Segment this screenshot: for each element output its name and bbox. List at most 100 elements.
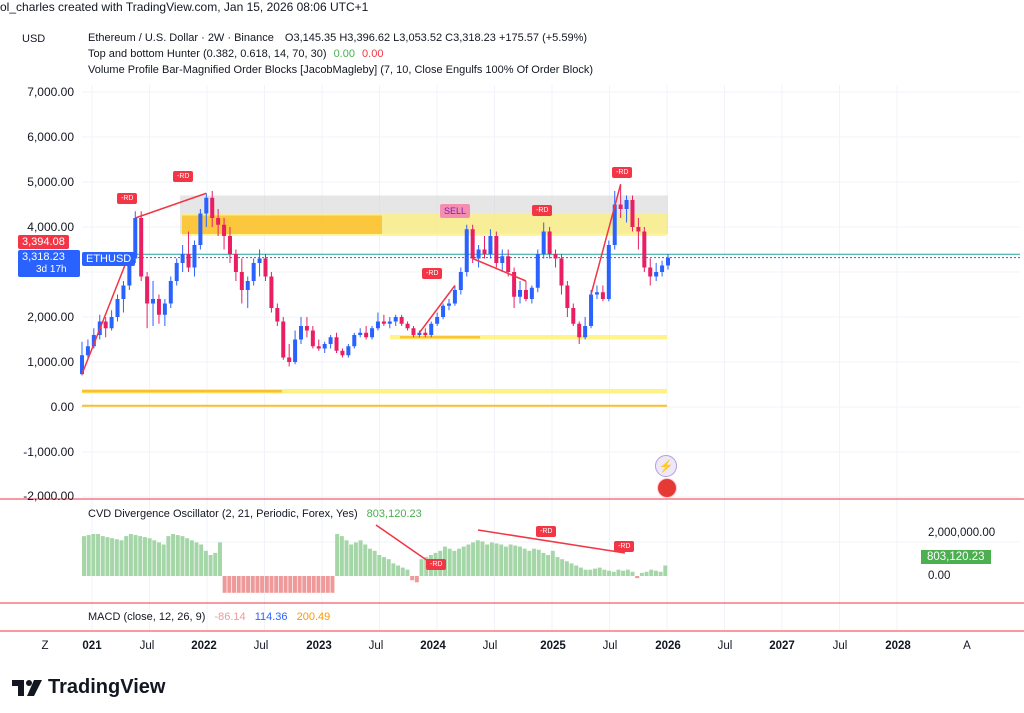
oscillator-bar: [644, 571, 649, 576]
oscillator-bar: [330, 576, 335, 593]
us-flag-icon[interactable]: [657, 478, 677, 498]
candle-body: [666, 257, 670, 266]
oscillator-bar: [260, 576, 265, 593]
rd-signal-label: -RD: [536, 526, 557, 537]
candle-body: [529, 287, 534, 299]
oscillator-bar: [311, 576, 316, 593]
oscillator-bar: [213, 552, 218, 576]
oscillator-bar: [142, 537, 147, 576]
oscillator-bar: [128, 534, 133, 576]
y-tick-label: 4,000.00: [27, 220, 74, 234]
chart-caption: ol_charles created with TradingView.com,…: [0, 0, 369, 14]
candle-body: [162, 303, 167, 315]
candle-body: [239, 272, 244, 290]
oscillator-bar: [124, 536, 129, 576]
oscillator-bar: [302, 576, 307, 593]
candle-body: [618, 204, 623, 209]
oscillator-bar: [513, 545, 518, 576]
candle-body: [245, 281, 250, 290]
candle-body: [435, 317, 440, 324]
candle-body: [156, 299, 161, 315]
candle-body: [441, 305, 446, 317]
candle-body: [358, 332, 363, 335]
candle-body: [535, 254, 540, 288]
oscillator-bar: [278, 576, 283, 593]
oscillator-bar: [264, 576, 269, 593]
oscillator-bar: [550, 550, 555, 576]
oscillator-bar: [367, 548, 372, 576]
auto-scale-button[interactable]: A: [963, 640, 971, 652]
oscillator-value: 803,120.23: [366, 508, 422, 520]
oscillator-bar: [410, 576, 415, 581]
oscillator-value-tag: 803,120.23: [921, 550, 991, 564]
oscillator-bar: [485, 544, 490, 576]
oscillator-bar: [344, 540, 349, 576]
legend-main[interactable]: Ethereum / U.S. Dollar · 2W · Binance O3…: [88, 32, 587, 44]
oscillator-bar: [321, 576, 326, 593]
oscillator-bar: [616, 569, 621, 576]
lightning-icon[interactable]: ⚡: [655, 455, 677, 477]
rd-signal-label: -RD: [173, 171, 194, 182]
oscillator-bar: [157, 542, 161, 576]
oscillator-bar: [447, 548, 452, 576]
x-tick-label: Jul: [368, 640, 384, 652]
legend-indicator-2[interactable]: Volume Profile Bar-Magnified Order Block…: [88, 64, 593, 76]
oscillator-bar: [292, 576, 297, 593]
oscillator-bar: [532, 548, 537, 576]
oscillator-bar: [536, 549, 541, 576]
oscillator-bar: [171, 534, 176, 576]
candle-body: [269, 276, 274, 308]
high-price-tag: 3,394.08: [18, 235, 69, 249]
candle-body: [636, 227, 641, 232]
candle-body: [263, 258, 268, 277]
candle-body: [85, 346, 90, 356]
oscillator-bar: [335, 534, 340, 576]
oscillator-bar: [611, 571, 616, 576]
oscillator-bar: [480, 541, 485, 576]
oscillator-bar: [578, 567, 583, 576]
oscillator-bar: [630, 571, 635, 576]
divergence-line: [590, 184, 622, 295]
oscillator-bar: [138, 536, 143, 576]
candle-body: [346, 346, 351, 356]
divergence-line: [472, 257, 527, 282]
macd-signal-value: 200.49: [296, 611, 331, 623]
oscillator-divergence-line: [477, 529, 626, 554]
candle-body: [458, 272, 463, 290]
order-block: [182, 215, 382, 234]
oscillator-bar: [569, 563, 574, 576]
oscillator-bar: [358, 540, 363, 576]
candle-body: [642, 231, 647, 268]
oscillator-bar: [241, 576, 246, 593]
indicator-1-name: Top and bottom Hunter (0.382, 0.618, 14,…: [88, 48, 327, 60]
oscillator-bar: [461, 546, 466, 576]
candle-body: [547, 231, 552, 254]
oscillator-bar: [283, 576, 288, 593]
rd-signal-label: -RD: [426, 559, 447, 570]
legend-indicator-1[interactable]: Top and bottom Hunter (0.382, 0.618, 14,…: [88, 48, 383, 60]
candle-body: [186, 254, 191, 268]
currency-label: USD: [22, 33, 46, 45]
rd-signal-label: -RD: [532, 205, 553, 216]
oscillator-bar: [382, 557, 387, 576]
oscillator-legend[interactable]: CVD Divergence Oscillator (2, 21, Period…: [88, 508, 422, 520]
candle-body: [103, 321, 108, 329]
x-tick-label: 2027: [769, 640, 795, 652]
last-price-tag: 3,318.23 3d 17h: [18, 250, 80, 277]
oscillator-bar: [658, 571, 663, 576]
candle-body: [417, 332, 422, 335]
oscillator-bar: [503, 546, 508, 576]
scroll-left-button[interactable]: Z: [41, 640, 49, 652]
y-tick-label: 0.00: [50, 400, 74, 414]
candle-body: [334, 337, 339, 351]
tradingview-logo[interactable]: TradingView: [12, 676, 165, 699]
legend-ohlc: O3,145.35 H3,396.62 L3,053.52 C3,318.23 …: [284, 32, 588, 44]
oscillator-bar: [588, 569, 593, 576]
macd-legend[interactable]: MACD (close, 12, 26, 9) -86.14 114.36 20…: [88, 611, 330, 623]
oscillator-bar: [152, 540, 157, 576]
x-tick-label: Jul: [253, 640, 269, 652]
rd-signal-label: -RD: [612, 167, 633, 178]
oscillator-bar: [541, 552, 546, 576]
oscillator-bar: [100, 536, 105, 576]
